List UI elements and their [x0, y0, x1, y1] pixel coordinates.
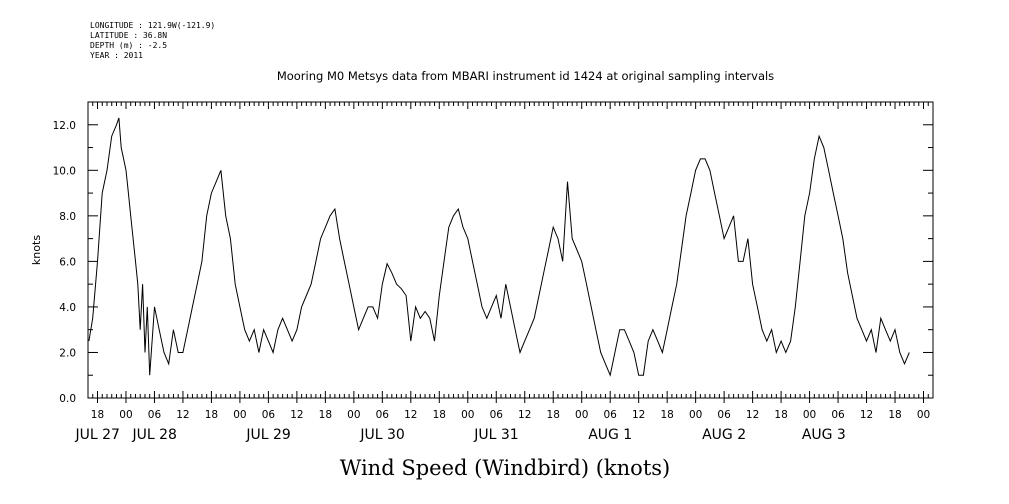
- x-tick-label: 00: [233, 409, 246, 421]
- x-date-label: JUL 30: [359, 427, 404, 443]
- y-tick-label: 10.0: [53, 165, 76, 177]
- x-tick-label: 00: [461, 409, 474, 421]
- plot-frame: [87, 101, 934, 399]
- x-tick-label: 00: [803, 409, 816, 421]
- x-tick-label: 12: [632, 409, 645, 421]
- meta-latitude: LATITUDE : 36.8N: [90, 31, 168, 40]
- x-tick-label: 06: [148, 409, 162, 421]
- x-axis-label: Wind Speed (Windbird) (knots): [340, 456, 670, 480]
- x-tick-label: 06: [490, 409, 504, 421]
- x-tick-label: 18: [91, 409, 104, 421]
- x-tick-label: 12: [176, 409, 189, 421]
- x-tick-label: 00: [689, 409, 702, 421]
- x-tick-label: 18: [433, 409, 446, 421]
- y-tick-label: 2.0: [59, 347, 76, 359]
- wind-speed-series-line: [88, 117, 910, 377]
- y-tick-label: 0.0: [59, 393, 76, 405]
- x-tick-label: 00: [119, 409, 132, 421]
- x-tick-label: 12: [290, 409, 303, 421]
- x-tick-label: 18: [205, 409, 218, 421]
- x-tick-label: 12: [404, 409, 417, 421]
- x-tick-label: 12: [746, 409, 759, 421]
- y-tick-label: 12.0: [53, 120, 76, 132]
- x-date-label: AUG 3: [802, 427, 846, 443]
- x-date-label: JUL 31: [473, 427, 518, 443]
- x-date-label: AUG 2: [702, 427, 746, 443]
- x-tick-label: 12: [860, 409, 873, 421]
- x-tick-label: 18: [547, 409, 560, 421]
- x-tick-label: 12: [518, 409, 531, 421]
- x-tick-label: 18: [774, 409, 787, 421]
- x-tick-label: 06: [717, 409, 731, 421]
- meta-longitude: LONGITUDE : 121.9W(-121.9): [90, 21, 216, 30]
- x-tick-label: 18: [888, 409, 901, 421]
- x-date-label: AUG 1: [588, 427, 632, 443]
- x-tick-label: 06: [262, 409, 276, 421]
- x-tick-label: 06: [831, 409, 845, 421]
- x-date-label: JUL 29: [245, 427, 290, 443]
- x-tick-label: 00: [917, 409, 930, 421]
- station-metadata: LONGITUDE : 121.9W(-121.9) LATITUDE : 36…: [90, 21, 215, 61]
- y-tick-label: 4.0: [59, 302, 76, 314]
- y-tick-label: 6.0: [59, 256, 76, 268]
- x-date-label: JUL 28: [131, 427, 176, 443]
- x-date-label: JUL 27: [74, 427, 119, 443]
- x-tick-label: 18: [319, 409, 332, 421]
- meta-year: YEAR : 2011: [90, 51, 143, 60]
- x-tick-label: 18: [660, 409, 673, 421]
- x-tick-label: 06: [376, 409, 390, 421]
- meta-depth: DEPTH (m) : -2.5: [90, 41, 168, 50]
- x-tick-label: 06: [604, 409, 618, 421]
- x-tick-label: 00: [347, 409, 360, 421]
- y-tick-label: 8.0: [59, 211, 76, 223]
- chart-title: Mooring M0 Metsys data from MBARI instru…: [277, 69, 774, 83]
- y-axis-label: knots: [30, 235, 43, 265]
- x-tick-label: 00: [575, 409, 588, 421]
